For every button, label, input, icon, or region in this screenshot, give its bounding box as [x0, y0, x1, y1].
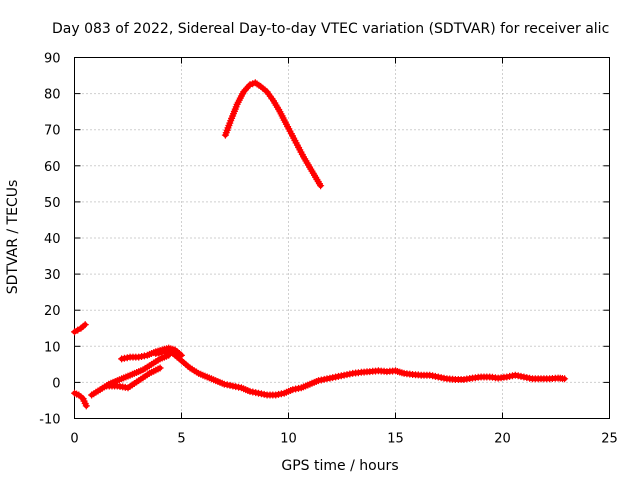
y-tick-label: 70: [44, 124, 61, 139]
data-point-marker: [81, 321, 89, 329]
data-point-marker: [561, 375, 569, 383]
data-point-marker: [156, 364, 164, 372]
y-tick-label: 10: [44, 340, 61, 355]
y-axis-label: SDTVAR / TECUs: [5, 180, 21, 295]
x-tick-label: 15: [387, 432, 404, 447]
y-tick-label: 20: [44, 304, 61, 319]
x-tick-label: 20: [494, 432, 511, 447]
y-tick-label: 40: [44, 232, 61, 247]
x-axis-label: GPS time / hours: [281, 458, 398, 474]
y-tick-label: 60: [44, 160, 61, 175]
x-tick-label: 10: [280, 432, 297, 447]
series-arc-early-high: [71, 321, 89, 336]
y-tick-label: 30: [44, 268, 61, 283]
x-tick-label: 0: [70, 432, 78, 447]
series-arc-early-low: [71, 389, 90, 410]
x-ticks: 0 5 10 15 20 25: [70, 57, 618, 447]
y-tick-label: 0: [52, 376, 60, 391]
series-arc-main: [152, 348, 569, 399]
data-point-marker: [317, 182, 325, 190]
y-tick-label: 50: [44, 196, 61, 211]
plot-area: [71, 79, 569, 410]
series-band: [153, 349, 568, 398]
series-arc-peak-8h: [221, 79, 325, 190]
y-tick-label: 90: [44, 52, 61, 67]
chart-title: Day 083 of 2022, Sidereal Day-to-day VTE…: [52, 21, 609, 37]
x-tick-label: 5: [177, 432, 185, 447]
series-arc-rise-2: [103, 364, 164, 392]
data-point-marker: [82, 402, 90, 410]
y-tick-label: 80: [44, 88, 61, 103]
y-tick-label: -10: [39, 413, 60, 428]
y-ticks: -10 0 10 20 30 40 50 60 70 80 90: [39, 52, 610, 428]
x-tick-label: 25: [601, 432, 618, 447]
